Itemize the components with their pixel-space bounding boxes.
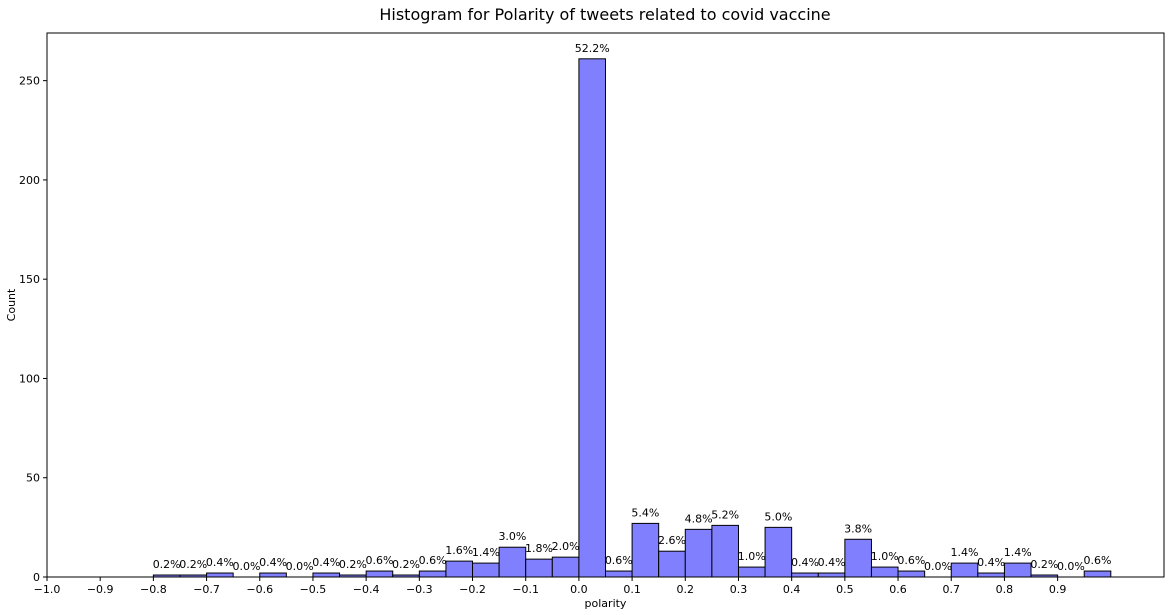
x-tick-label: 0.2 bbox=[677, 583, 695, 596]
plot-frame bbox=[46, 32, 1165, 578]
bar-percent-label: 0.2% bbox=[153, 558, 181, 571]
x-tick-label: −0.1 bbox=[512, 583, 539, 596]
x-tick-label: 0.9 bbox=[1049, 583, 1067, 596]
histogram-bar bbox=[1083, 570, 1112, 578]
x-tick-label: 0.0 bbox=[570, 583, 588, 596]
bar-percent-label: 0.2% bbox=[339, 558, 367, 571]
y-tick-label: 50 bbox=[26, 472, 40, 485]
bar-percent-label: 1.6% bbox=[445, 544, 473, 557]
histogram-bar bbox=[711, 524, 739, 578]
bar-percent-label: 0.6% bbox=[1084, 554, 1112, 567]
histogram-bar bbox=[977, 572, 1005, 578]
y-tick-label: 200 bbox=[19, 174, 40, 187]
x-tick-label: −0.4 bbox=[353, 583, 380, 596]
bar-percent-label: 0.4% bbox=[791, 556, 819, 569]
histogram-bar bbox=[658, 550, 686, 578]
bar-percent-label: 0.0% bbox=[286, 560, 314, 573]
x-tick-label: −0.7 bbox=[193, 583, 220, 596]
histogram-bar bbox=[684, 528, 713, 578]
histogram-bar bbox=[498, 546, 527, 578]
bar-percent-label: 0.2% bbox=[179, 558, 207, 571]
x-tick-label: 0.5 bbox=[836, 583, 854, 596]
histogram-bar bbox=[525, 558, 553, 578]
x-axis: −1.0 −0.9 −0.8 −0.7 −0.6 −0.5 −0.4 −0.3 −0.2 −0.1… bbox=[34, 577, 1067, 596]
bar-percent-label: 1.4% bbox=[472, 546, 500, 559]
histogram-bar bbox=[844, 538, 872, 578]
x-tick-label: −0.6 bbox=[246, 583, 273, 596]
bar-percent-label: 0.4% bbox=[206, 556, 234, 569]
histogram-bar bbox=[737, 566, 766, 578]
x-tick-label: −1.0 bbox=[34, 583, 61, 596]
bar-percent-label: 3.8% bbox=[844, 522, 872, 535]
histogram-bar bbox=[1003, 562, 1032, 578]
y-tick-label: 150 bbox=[19, 273, 40, 286]
chart-title: Histogram for Polarity of tweets related… bbox=[379, 5, 830, 24]
bars-group bbox=[152, 58, 1112, 578]
bar-percent-label: 2.6% bbox=[658, 534, 686, 547]
bar-percent-label: 0.0% bbox=[924, 560, 952, 573]
histogram-bar bbox=[365, 570, 394, 578]
bar-percent-label: 1.8% bbox=[525, 542, 553, 555]
bar-percent-label: 0.6% bbox=[419, 554, 447, 567]
histogram-bar bbox=[631, 522, 660, 578]
bar-percent-label: 0.4% bbox=[818, 556, 846, 569]
x-tick-label: 0.1 bbox=[623, 583, 641, 596]
bar-percent-label: 0.4% bbox=[259, 556, 287, 569]
y-axis: 0 50 100 150 200 250 bbox=[19, 75, 47, 584]
histogram-bar bbox=[791, 572, 819, 578]
histogram-bar bbox=[950, 562, 979, 578]
x-tick-label: −0.9 bbox=[87, 583, 114, 596]
percent-labels-group: 0.2%0.2%0.4%0.0%0.4%0.0%0.4%0.2%0.6%0.2%… bbox=[153, 42, 1112, 573]
bar-percent-label: 1.4% bbox=[951, 546, 979, 559]
y-axis-label: Count bbox=[5, 288, 18, 321]
y-tick-label: 0 bbox=[33, 571, 40, 584]
bar-percent-label: 1.0% bbox=[871, 550, 899, 563]
histogram-bar bbox=[578, 58, 607, 578]
histogram-bar bbox=[206, 572, 234, 578]
bar-percent-label: 3.0% bbox=[498, 530, 526, 543]
bar-percent-label: 4.8% bbox=[685, 512, 713, 525]
x-tick-label: −0.8 bbox=[140, 583, 167, 596]
histogram-bar bbox=[605, 570, 633, 578]
histogram-bar bbox=[259, 572, 287, 578]
bar-percent-label: 1.0% bbox=[738, 550, 766, 563]
x-tick-label: 0.8 bbox=[996, 583, 1014, 596]
x-tick-label: 0.4 bbox=[783, 583, 801, 596]
x-tick-label: −0.2 bbox=[459, 583, 486, 596]
histogram-bar bbox=[897, 570, 926, 578]
bar-percent-label: 2.0% bbox=[552, 540, 580, 553]
bar-percent-label: 0.6% bbox=[365, 554, 393, 567]
histogram-bar bbox=[817, 572, 846, 578]
bar-percent-label: 0.2% bbox=[1030, 558, 1058, 571]
bar-percent-label: 5.0% bbox=[764, 510, 792, 523]
y-tick-label: 100 bbox=[19, 372, 40, 385]
bar-percent-label: 0.4% bbox=[312, 556, 340, 569]
bar-percent-label: 0.6% bbox=[605, 554, 633, 567]
bar-percent-label: 0.0% bbox=[1057, 560, 1085, 573]
x-axis-label: polarity bbox=[585, 597, 627, 610]
x-tick-label: −0.3 bbox=[406, 583, 433, 596]
histogram-bar bbox=[551, 556, 580, 578]
histogram-bar bbox=[472, 562, 500, 578]
histogram-bar bbox=[418, 570, 447, 578]
bar-percent-label: 1.4% bbox=[1004, 546, 1032, 559]
x-tick-label: −0.5 bbox=[300, 583, 327, 596]
histogram-bar bbox=[312, 572, 341, 578]
histogram-bar bbox=[870, 566, 899, 578]
x-tick-label: 0.3 bbox=[730, 583, 748, 596]
bar-percent-label: 0.4% bbox=[977, 556, 1005, 569]
x-tick-label: 0.6 bbox=[889, 583, 907, 596]
bar-percent-label: 5.2% bbox=[711, 508, 739, 521]
bar-percent-label: 0.0% bbox=[232, 560, 260, 573]
y-tick-label: 250 bbox=[19, 75, 40, 88]
bar-percent-label: 5.4% bbox=[631, 506, 659, 519]
bar-percent-label: 52.2% bbox=[575, 42, 610, 55]
x-tick-label: 0.7 bbox=[942, 583, 960, 596]
histogram-bar bbox=[445, 560, 474, 578]
histogram-bar bbox=[764, 526, 793, 578]
bar-percent-label: 0.6% bbox=[897, 554, 925, 567]
bar-percent-label: 0.2% bbox=[392, 558, 420, 571]
